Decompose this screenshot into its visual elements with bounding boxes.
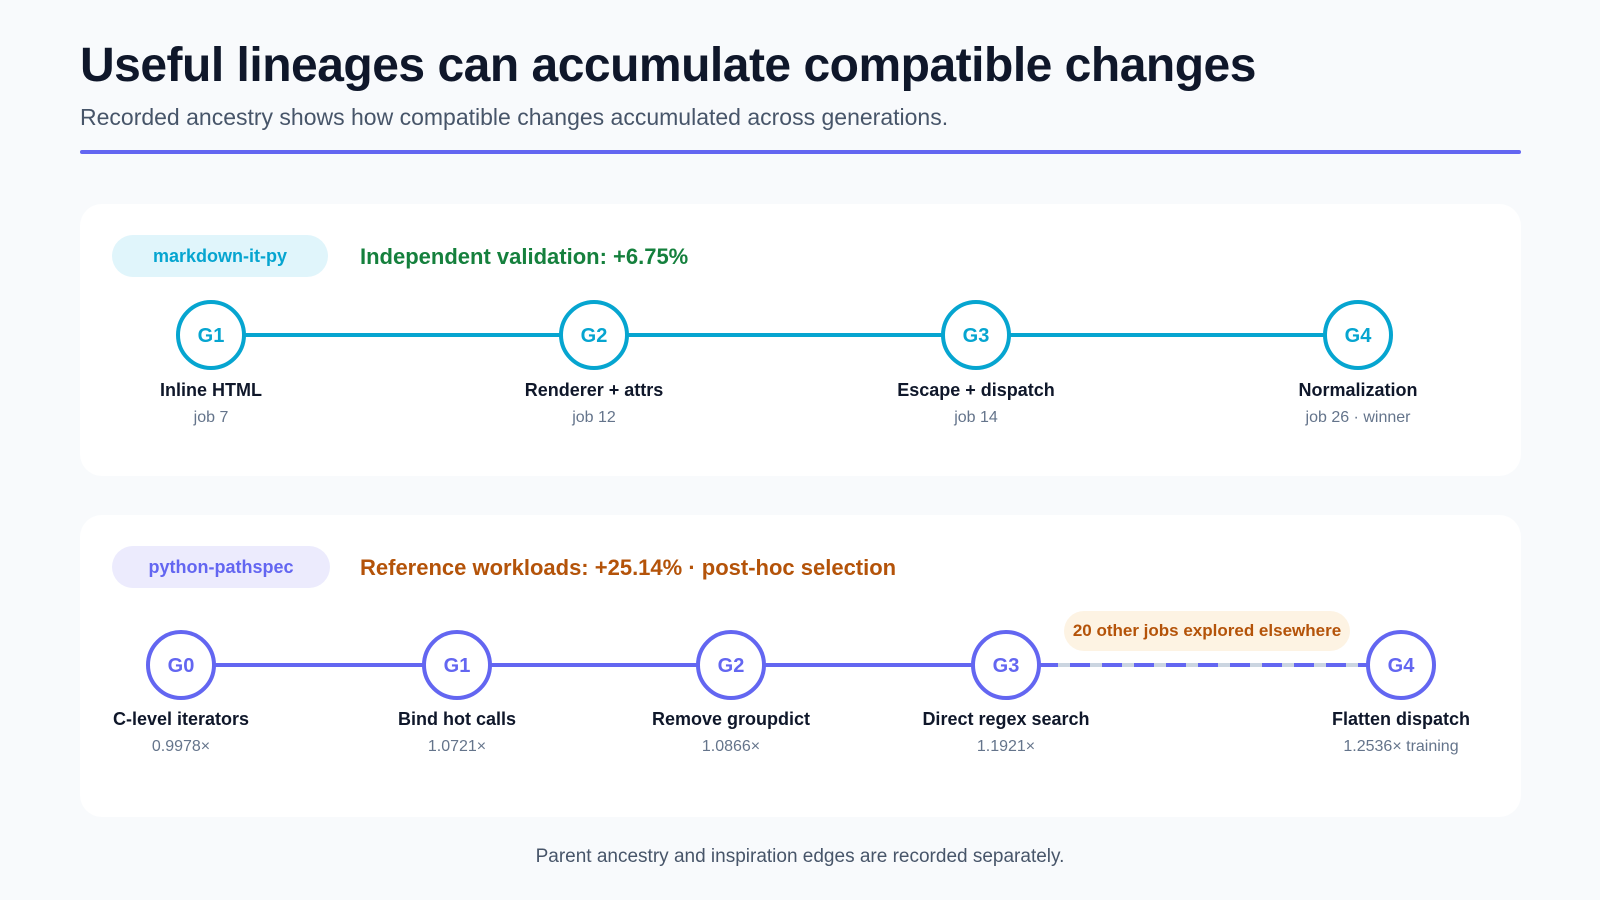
generation-label: G0 (168, 655, 195, 677)
lineage-graph: G1 G2 G3 G4 (176, 300, 1393, 370)
page-title: Useful lineages can accumulate compatibl… (80, 39, 1256, 92)
node-title: Remove groupdict (651, 709, 811, 729)
lineage-card-markdown-it-py: markdown-it-py Independent validation: +… (80, 204, 1521, 476)
generation-node: G3 (971, 630, 1041, 700)
generation-label: G3 (963, 325, 990, 347)
node-title: Renderer + attrs (524, 380, 664, 400)
lineage-graph: G0 G1 G2 G3 G4 (146, 630, 1436, 700)
node-detail: job 12 (572, 409, 616, 426)
node-title: Escape + dispatch (897, 380, 1055, 400)
node-detail: 1.0721× (427, 738, 487, 755)
node-detail: 0.9978× (151, 738, 211, 755)
node-detail: job 7 (193, 409, 229, 426)
generation-label: G1 (198, 325, 225, 347)
generation-label: G4 (1388, 655, 1416, 677)
node-title: Flatten dispatch (1331, 709, 1470, 729)
generation-node: G1 (422, 630, 492, 700)
generation-label: G2 (581, 325, 608, 347)
generation-node: G2 (559, 300, 629, 370)
lineage-headline: Reference workloads: +25.14% · post-hoc … (360, 555, 897, 580)
node-detail: 1.1921× (976, 738, 1036, 755)
page-subtitle: Recorded ancestry shows how compatible c… (80, 104, 949, 130)
generation-node: G2 (696, 630, 766, 700)
generation-label: G1 (444, 655, 471, 677)
node-detail: job 26 · winner (1305, 409, 1411, 426)
generation-label: G2 (718, 655, 745, 677)
generation-node: G4 (1323, 300, 1393, 370)
generation-node: G4 (1366, 630, 1436, 700)
generation-node: G1 (176, 300, 246, 370)
node-detail: 1.0866× (701, 738, 761, 755)
generation-node: G3 (941, 300, 1011, 370)
node-title: C-level iterators (112, 709, 250, 729)
generation-node: G0 (146, 630, 216, 700)
project-badge: markdown-it-py (112, 235, 328, 277)
node-title: Bind hot calls (397, 709, 516, 729)
node-title: Normalization (1298, 380, 1418, 400)
node-detail: 1.2536× training (1343, 738, 1459, 755)
lineage-headline: Independent validation: +6.75% (360, 244, 689, 269)
node-title: Inline HTML (160, 380, 262, 400)
generation-label: G4 (1345, 325, 1373, 347)
project-badge: python-pathspec (112, 546, 330, 588)
exploration-note-badge: 20 other jobs explored elsewhere (1064, 611, 1350, 651)
accent-divider (80, 150, 1521, 154)
footnote: Parent ancestry and inspiration edges ar… (535, 846, 1065, 867)
node-detail: job 14 (954, 409, 998, 426)
generation-label: G3 (993, 655, 1020, 677)
lineage-card-python-pathspec: python-pathspec Reference workloads: +25… (80, 515, 1521, 817)
node-title: Direct regex search (922, 709, 1090, 729)
